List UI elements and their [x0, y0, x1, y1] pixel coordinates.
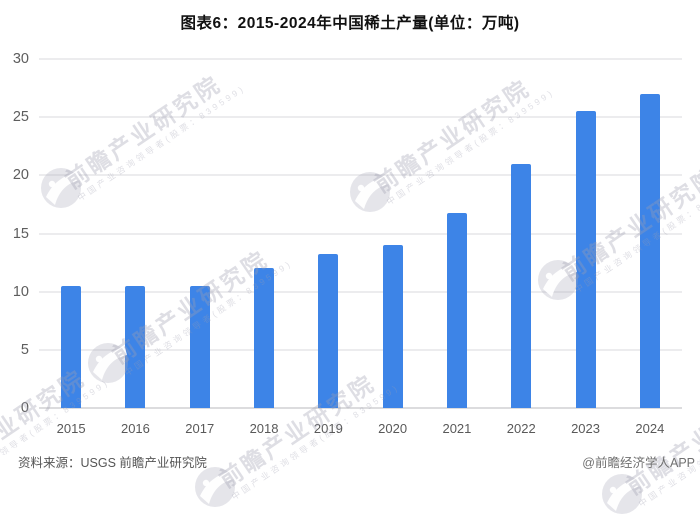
gridline-25 — [39, 116, 682, 119]
y-tick-label-0: 0 — [20, 400, 29, 416]
gridline-15 — [39, 232, 682, 235]
bar-2023 — [575, 111, 596, 408]
chart-title: 图表6：2015-2024年中国稀土产量(单位：万吨) — [180, 15, 520, 32]
x-tick-label-2023: 2023 — [571, 421, 600, 436]
bar-2019 — [318, 254, 339, 408]
app-credit-note: @前瞻经济学人APP — [582, 456, 695, 470]
gridline-30 — [39, 58, 682, 60]
bar-2024 — [639, 93, 660, 408]
gridline-5 — [39, 348, 682, 351]
x-tick-label-2019: 2019 — [313, 421, 343, 436]
x-axis-line — [39, 407, 682, 409]
x-tick-label-2022: 2022 — [506, 421, 536, 436]
bar-2022 — [511, 163, 532, 408]
x-tick-label-2016: 2016 — [120, 421, 150, 436]
x-tick-label-2024: 2024 — [635, 421, 665, 436]
y-tick-label-20: 20 — [12, 167, 29, 184]
bar-2021 — [446, 212, 467, 408]
x-tick-label-2020: 2020 — [378, 421, 408, 436]
y-tick-label-25: 25 — [12, 109, 29, 126]
x-tick-label-2021: 2021 — [442, 421, 472, 436]
y-tick-label-5: 5 — [20, 341, 29, 358]
y-tick-label-30: 30 — [12, 51, 29, 67]
gridline-20 — [39, 174, 682, 177]
y-tick-label-10: 10 — [12, 283, 29, 300]
bar-2016 — [125, 285, 146, 408]
data-source-note: 资料来源：USGS 前瞻产业研究院 — [18, 456, 207, 470]
bar-2020 — [382, 245, 403, 408]
bar-2017 — [189, 285, 210, 408]
y-tick-label-15: 15 — [12, 225, 29, 242]
x-tick-label-2018: 2018 — [249, 421, 279, 436]
gridline-10 — [39, 290, 682, 293]
bar-2015 — [61, 285, 82, 408]
x-tick-label-2015: 2015 — [56, 421, 86, 436]
x-tick-label-2017: 2017 — [185, 421, 215, 436]
bar-2018 — [254, 268, 275, 408]
plot-area: 0 5 10 15 20 25 30 2015 2016 2017 2018 2019 2020 2021… — [12, 51, 682, 436]
